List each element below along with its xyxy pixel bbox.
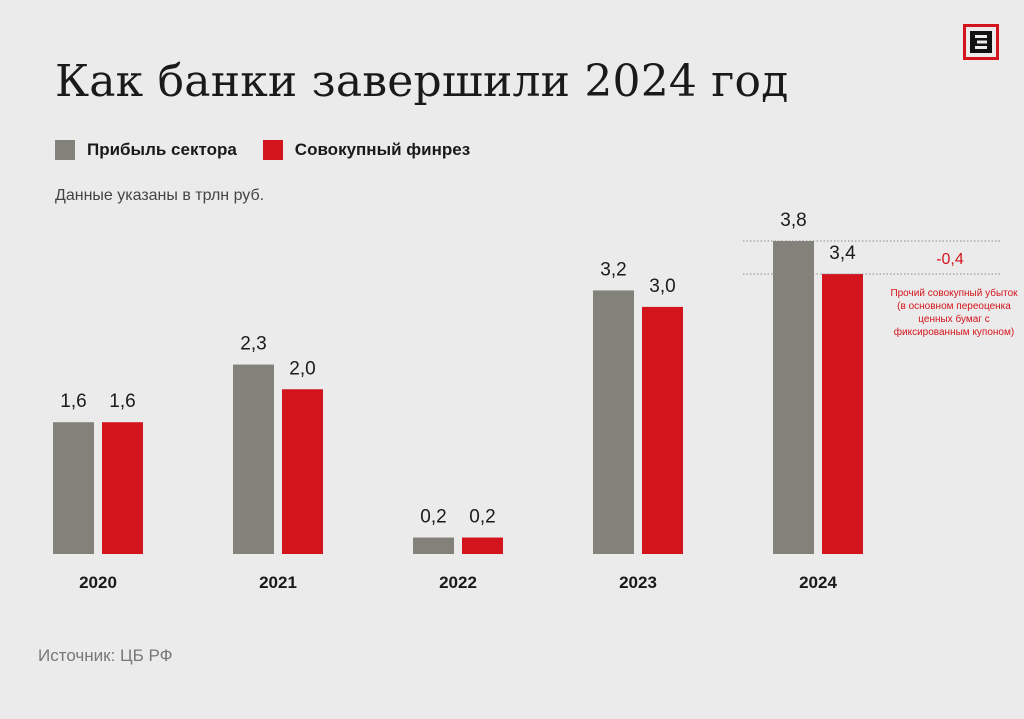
annotation-note: Прочий совокупный убыток (в основном пер… (890, 288, 1018, 338)
data-label-2021-series-0: 2,3 (240, 334, 266, 355)
annotation-difference-label: -0,4 (936, 251, 964, 268)
data-label-2022-series-0: 0,2 (420, 507, 446, 528)
bar-2020-series-1 (102, 422, 143, 554)
bar-2022-series-0 (413, 537, 454, 554)
data-label-2021-series-1: 2,0 (289, 358, 315, 379)
x-tick-label-2024: 2024 (799, 573, 837, 592)
bar-2021-series-1 (282, 389, 323, 554)
bar-2021-series-0 (233, 364, 274, 554)
data-label-2023-series-0: 3,2 (600, 259, 626, 280)
bar-2024-series-1 (822, 273, 863, 554)
data-label-2023-series-1: 3,0 (649, 276, 675, 297)
x-tick-label-2021: 2021 (259, 573, 297, 592)
units-note: Данные указаны в трлн руб. (55, 187, 265, 204)
legend-label-profit: Прибыль сектора (87, 140, 237, 159)
publisher-logo-icon (963, 24, 999, 60)
bar-2023-series-1 (642, 306, 683, 554)
legend-label-total: Совокупный финрез (294, 140, 471, 159)
data-label-2020-series-0: 1,6 (60, 391, 86, 412)
legend-item-total: Совокупный финрез (262, 140, 471, 160)
data-label-2024-series-1: 3,4 (829, 243, 856, 264)
bar-2020-series-0 (53, 422, 94, 554)
legend: Прибыль сектора Совокупный финрез (55, 140, 496, 160)
bar-2024-series-0 (773, 241, 814, 554)
x-tick-label-2020: 2020 (79, 573, 117, 592)
legend-swatch-total (262, 140, 283, 160)
x-tick-label-2022: 2022 (439, 573, 477, 592)
source-note: Источник: ЦБ РФ (38, 646, 173, 665)
legend-swatch-profit (55, 140, 75, 160)
bar-2023-series-0 (593, 290, 634, 554)
data-label-2022-series-1: 0,2 (469, 507, 495, 528)
legend-item-profit: Прибыль сектора (55, 140, 237, 160)
data-label-2020-series-1: 1,6 (109, 391, 135, 412)
x-tick-label-2023: 2023 (619, 573, 657, 592)
bar-2022-series-1 (462, 537, 503, 554)
data-label-2024-series-0: 3,8 (780, 210, 806, 231)
chart-title: Как банки завершили 2024 год (55, 56, 789, 107)
